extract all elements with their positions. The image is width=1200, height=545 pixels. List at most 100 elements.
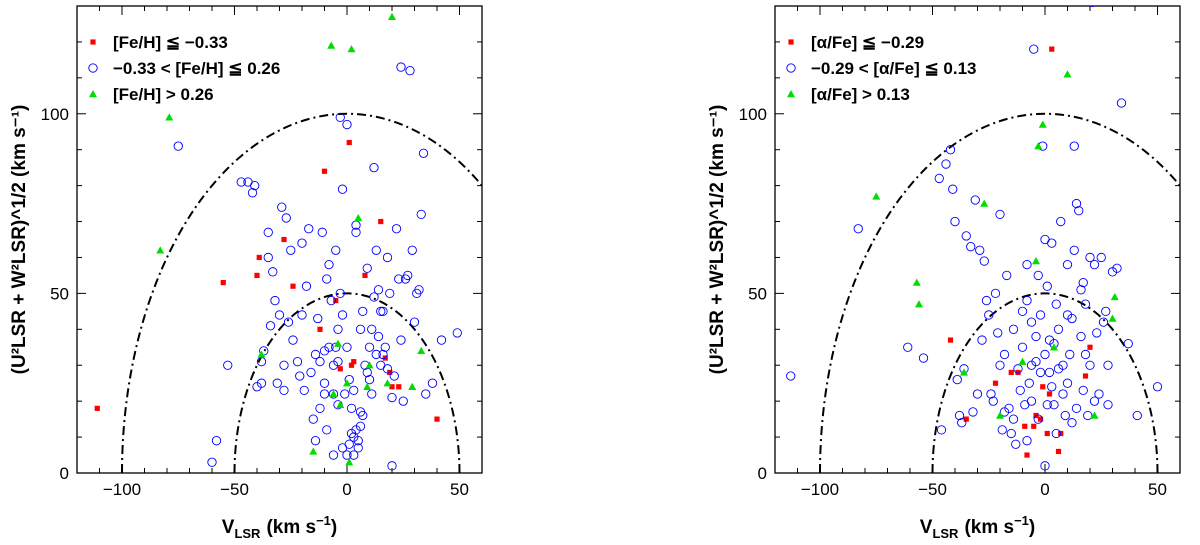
data-point-circle	[376, 306, 386, 316]
legend-label: [Fe/H] > 0.26	[113, 85, 214, 104]
data-point-circle	[346, 403, 357, 413]
data-point-square	[317, 326, 323, 332]
data-point-triangle	[156, 246, 165, 254]
data-point-circle	[342, 342, 352, 352]
data-point-circle	[313, 313, 323, 324]
data-point-square	[346, 139, 352, 146]
data-point-square	[1037, 416, 1044, 422]
data-point-circle	[1076, 331, 1086, 342]
data-point-circle	[286, 245, 296, 255]
data-point-circle	[1008, 414, 1019, 424]
data-point-circle	[941, 159, 951, 169]
data-point-square	[1046, 391, 1053, 397]
data-point-circle	[394, 274, 404, 284]
data-point-circle	[1022, 259, 1032, 270]
data-point-circle	[1092, 328, 1102, 338]
data-point-circle	[387, 392, 397, 403]
data-point-triangle	[872, 192, 881, 200]
legend-label: [α/Fe] ≦ −0.29	[811, 33, 924, 52]
data-point-triangle	[336, 400, 345, 408]
x-tick-label: 0	[1040, 480, 1049, 499]
data-point-triangle	[1063, 70, 1072, 78]
ticks	[76, 5, 483, 474]
data-point-square	[378, 218, 384, 225]
data-point-circle	[403, 270, 413, 281]
data-point-circle	[304, 224, 314, 234]
data-point-circle	[1002, 270, 1012, 281]
data-point-square	[992, 380, 999, 386]
data-point-circle	[358, 306, 368, 316]
data-point-circle	[1017, 342, 1028, 352]
data-point-triangle	[329, 389, 338, 398]
data-point-circle	[362, 263, 372, 273]
data-point-circle	[351, 227, 361, 237]
x-axis-label-close: )	[1029, 517, 1035, 538]
data-point-circle	[1080, 349, 1091, 360]
y-tick-label: 50	[748, 284, 767, 303]
data-point-circle	[385, 288, 395, 299]
curves	[819, 112, 1180, 473]
data-point-circle	[1040, 349, 1050, 360]
data-point-circle	[331, 342, 341, 352]
data-point-circle	[344, 439, 354, 449]
data-point-triangle	[345, 458, 354, 466]
data-point-circle	[295, 371, 305, 381]
data-point-circle	[993, 328, 1003, 338]
data-point-triangle	[257, 350, 266, 358]
data-point-square	[434, 416, 440, 422]
data-point-circle	[367, 324, 377, 334]
data-point-circle	[310, 349, 321, 360]
data-point-circle	[984, 310, 994, 320]
data-point-circle	[353, 436, 363, 446]
data-point-circle	[326, 295, 336, 306]
data-point-circle	[1069, 141, 1079, 151]
data-point-circle	[268, 267, 278, 277]
data-point-circle	[950, 216, 960, 227]
data-point-circle	[211, 436, 222, 446]
data-point-triangle	[347, 45, 356, 53]
data-point-square	[290, 283, 296, 289]
data-point-square	[220, 280, 226, 286]
data-point-circle	[277, 202, 287, 212]
data-point-circle	[1067, 418, 1077, 428]
legend-marker-square	[90, 39, 96, 45]
data-point-circle	[272, 378, 282, 388]
data-point-circle	[1011, 439, 1021, 449]
data-point-triangle	[327, 41, 336, 49]
data-point-circle	[945, 145, 956, 155]
data-point-circle	[364, 342, 375, 352]
data-point-triangle	[980, 199, 989, 207]
data-point-circle	[1058, 389, 1068, 399]
data-point-circle	[995, 209, 1005, 220]
data-point-circle	[1049, 400, 1059, 410]
series-square	[947, 46, 1093, 458]
x-axis-label-exp: −1	[316, 513, 331, 528]
data-point-square	[256, 254, 262, 261]
data-point-circle	[382, 364, 393, 374]
series-triangle	[872, 70, 1119, 419]
data-point-circle	[270, 295, 280, 306]
data-point-circle	[1033, 270, 1043, 281]
data-point-circle	[999, 407, 1010, 417]
x-tick-label: −50	[918, 480, 947, 499]
data-point-circle	[398, 396, 408, 406]
data-point-circle	[265, 321, 276, 331]
data-point-circle	[396, 335, 406, 345]
data-point-triangle	[1018, 357, 1027, 365]
data-point-circle	[353, 443, 363, 453]
data-point-triangle	[1108, 314, 1117, 322]
x-axis-label-exp: −1	[1014, 513, 1029, 528]
data-point-triangle	[996, 411, 1004, 419]
legend-marker-circle	[786, 63, 796, 73]
data-point-circle	[1076, 285, 1086, 295]
data-point-circle	[1085, 360, 1095, 370]
data-point-circle	[335, 288, 345, 299]
data-point-circle	[367, 389, 377, 399]
data-point-triangle	[354, 213, 363, 222]
data-point-circle	[173, 141, 183, 151]
data-point-circle	[407, 245, 417, 255]
data-point-circle	[1152, 382, 1163, 392]
data-point-circle	[1051, 299, 1061, 309]
data-point-circle	[988, 396, 998, 406]
data-point-circle	[380, 342, 390, 352]
